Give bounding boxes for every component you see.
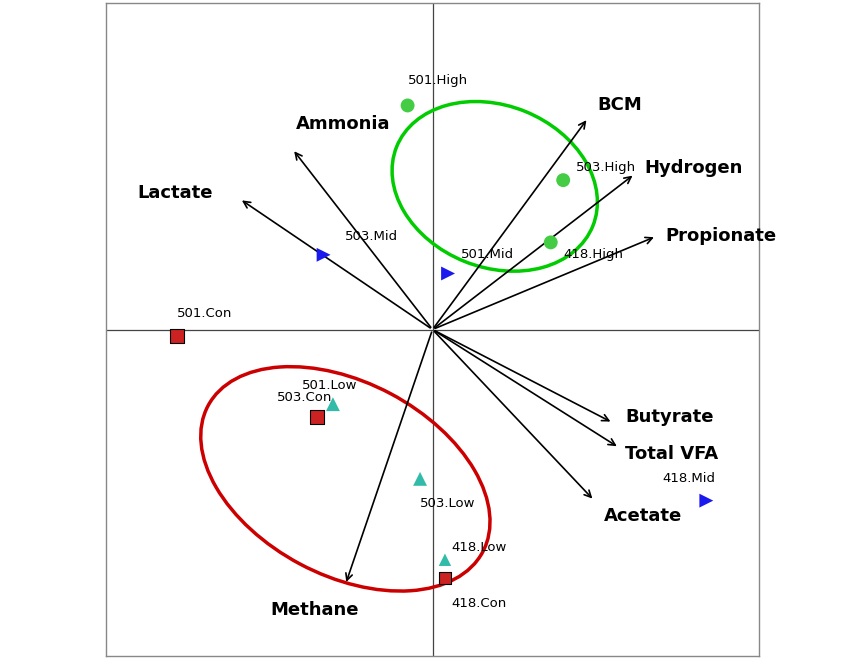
Text: BCM: BCM	[598, 96, 642, 115]
Text: Ammonia: Ammonia	[296, 115, 390, 133]
Point	[413, 474, 427, 484]
Point	[326, 399, 340, 409]
Text: 418.Con: 418.Con	[452, 597, 506, 610]
Point	[438, 573, 452, 584]
Point	[700, 496, 714, 506]
Text: Hydrogen: Hydrogen	[644, 159, 742, 177]
Text: 418.Mid: 418.Mid	[663, 473, 715, 486]
Text: Butyrate: Butyrate	[625, 408, 714, 426]
Text: 503.Mid: 503.Mid	[345, 229, 399, 243]
Text: 418.High: 418.High	[563, 248, 623, 262]
Text: 501.Low: 501.Low	[302, 379, 357, 392]
Text: Methane: Methane	[271, 600, 359, 619]
Text: 501.High: 501.High	[407, 74, 468, 87]
Text: 503.Con: 503.Con	[277, 391, 332, 405]
Text: 501.Mid: 501.Mid	[460, 248, 514, 262]
Text: Propionate: Propionate	[666, 227, 777, 245]
Point	[544, 237, 558, 248]
Text: 418.Low: 418.Low	[452, 541, 507, 554]
Point	[170, 330, 184, 341]
Point	[438, 554, 452, 565]
Point	[311, 411, 324, 422]
Text: Acetate: Acetate	[604, 507, 682, 525]
Point	[317, 250, 330, 260]
Point	[556, 175, 570, 185]
Text: 501.Con: 501.Con	[177, 308, 233, 320]
Text: 503.High: 503.High	[575, 161, 636, 174]
Text: Lactate: Lactate	[137, 184, 213, 202]
Point	[441, 268, 455, 279]
Text: 503.Low: 503.Low	[420, 498, 476, 510]
Text: Total VFA: Total VFA	[625, 445, 719, 463]
Point	[400, 100, 414, 111]
